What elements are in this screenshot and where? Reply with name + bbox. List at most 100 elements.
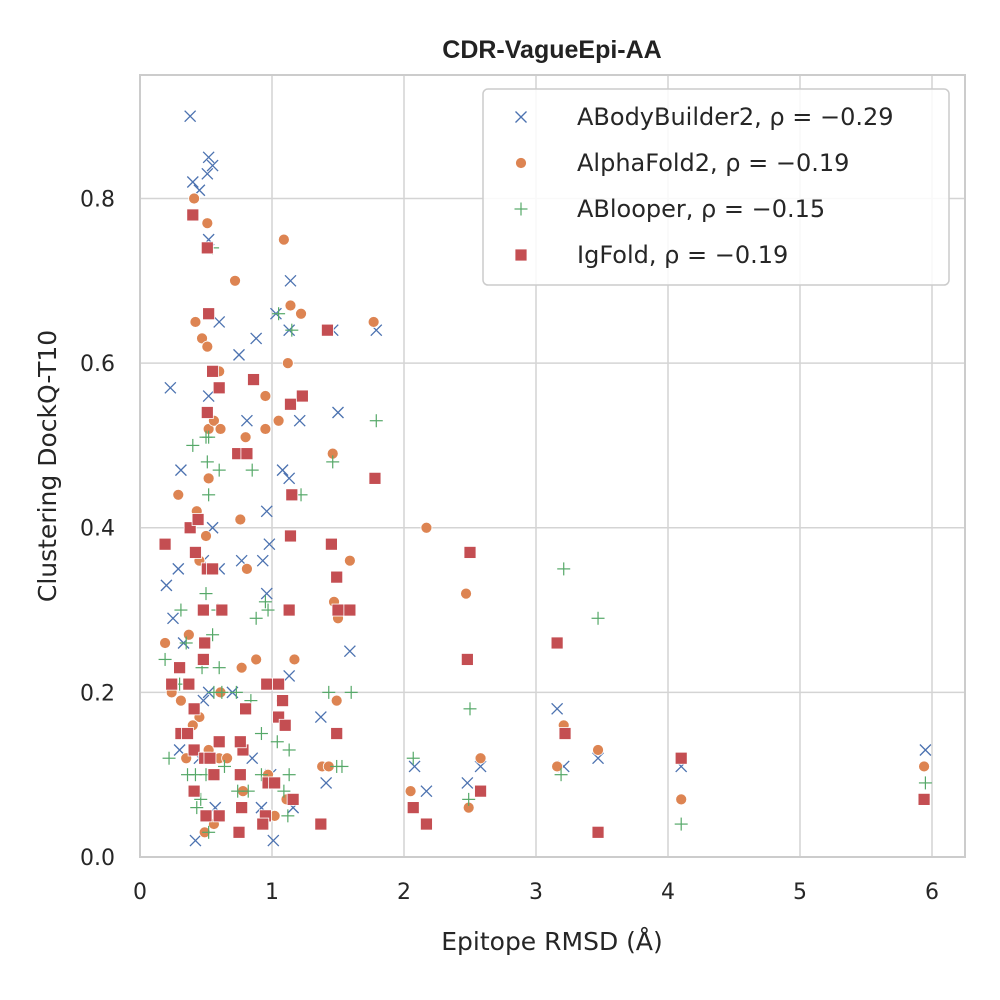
point-ablooper <box>322 685 336 699</box>
series-ablooper <box>158 241 932 839</box>
point-ablooper <box>174 603 188 617</box>
point-alphafold2 <box>259 390 272 402</box>
point-abodybuilder2 <box>174 464 187 477</box>
point-igfold <box>314 817 328 831</box>
y-tick-label: 0.8 <box>80 187 115 212</box>
chart-title: CDR-VagueEpi-AA <box>442 36 661 64</box>
x-tick-label: 5 <box>793 880 807 905</box>
point-abodybuilder2 <box>551 702 564 715</box>
point-abodybuilder2 <box>283 472 296 485</box>
point-igfold <box>200 241 214 255</box>
point-alphafold2 <box>592 744 604 756</box>
point-igfold <box>181 727 194 740</box>
point-igfold <box>203 751 217 765</box>
point-ablooper <box>212 661 226 675</box>
point-igfold <box>272 677 286 691</box>
point-igfold <box>460 653 474 666</box>
point-ablooper <box>202 825 216 839</box>
point-alphafold2 <box>288 653 301 666</box>
point-abodybuilder2 <box>343 645 356 658</box>
point-ablooper <box>285 323 299 337</box>
point-alphafold2 <box>918 760 930 773</box>
point-abodybuilder2 <box>186 176 199 188</box>
point-igfold <box>233 735 247 749</box>
point-igfold <box>200 406 214 419</box>
point-abodybuilder2 <box>256 554 269 567</box>
point-alphafold2 <box>229 274 241 287</box>
point-ablooper <box>281 809 295 823</box>
point-igfold <box>235 801 249 815</box>
point-ablooper <box>554 768 568 782</box>
point-igfold <box>202 307 216 321</box>
point-igfold <box>368 471 382 485</box>
point-ablooper <box>229 685 243 699</box>
point-ablooper <box>249 611 263 625</box>
point-igfold <box>330 570 344 584</box>
point-igfold <box>212 809 226 823</box>
point-ablooper <box>245 463 259 477</box>
point-abodybuilder2 <box>461 776 474 789</box>
point-igfold <box>284 397 297 411</box>
legend-label-abodybuilder2: ABodyBuilder2, ρ = −0.29 <box>577 103 894 131</box>
y-axis-label: Clustering DockQ-T10 <box>33 330 62 602</box>
point-igfold <box>324 537 338 551</box>
tick-labels: 0 1 2 3 4 5 6 0.0 0.2 0.4 0.6 0.8 <box>80 187 939 905</box>
point-ablooper <box>202 430 216 444</box>
legend: ABodyBuilder2, ρ = −0.29 AlphaFold2, ρ =… <box>482 88 950 286</box>
point-igfold <box>239 702 253 716</box>
point-alphafold2 <box>201 340 214 353</box>
point-abodybuilder2 <box>260 587 273 600</box>
point-ablooper <box>241 784 255 798</box>
point-alphafold2 <box>420 521 433 534</box>
point-abodybuilder2 <box>293 414 306 427</box>
point-abodybuilder2 <box>240 414 253 427</box>
point-alphafold2 <box>474 752 487 765</box>
point-ablooper <box>462 792 476 806</box>
point-ablooper <box>270 735 284 749</box>
point-alphafold2 <box>295 307 307 320</box>
legend-marker-abodybuilder2 <box>515 111 527 123</box>
point-abodybuilder2 <box>167 612 179 625</box>
legend-marker-ablooper <box>514 202 528 216</box>
point-abodybuilder2 <box>267 834 280 847</box>
point-ablooper <box>254 727 268 741</box>
point-abodybuilder2 <box>332 406 344 419</box>
point-ablooper <box>272 307 286 321</box>
point-igfold <box>276 694 289 707</box>
point-igfold <box>165 677 179 691</box>
point-igfold <box>343 603 357 617</box>
x-tick-label: 1 <box>265 880 279 905</box>
point-igfold <box>215 603 229 617</box>
point-alphafold2 <box>277 233 290 246</box>
legend-markers <box>514 111 528 262</box>
legend-marker-alphafold2 <box>515 157 527 169</box>
x-tick-label: 6 <box>925 880 939 905</box>
y-tick-label: 0.2 <box>80 681 115 706</box>
point-igfold <box>187 743 201 757</box>
point-alphafold2 <box>159 637 171 649</box>
point-ablooper <box>215 685 229 699</box>
y-tick-label: 0.0 <box>80 846 115 871</box>
series-igfold <box>158 208 931 839</box>
point-alphafold2 <box>221 752 234 765</box>
point-ablooper <box>282 768 296 782</box>
point-igfold <box>182 677 196 691</box>
point-igfold <box>330 727 344 740</box>
point-igfold <box>674 751 688 765</box>
point-igfold <box>187 702 201 716</box>
point-alphafold2 <box>196 332 208 345</box>
point-alphafold2 <box>172 488 185 501</box>
point-igfold <box>406 801 420 815</box>
point-ablooper <box>162 751 176 765</box>
point-igfold <box>463 546 477 559</box>
point-ablooper <box>674 817 688 831</box>
y-tick-label: 0.4 <box>80 517 115 542</box>
point-alphafold2 <box>330 694 343 707</box>
point-ablooper <box>591 611 605 625</box>
x-tick-label: 2 <box>397 880 411 905</box>
point-abodybuilder2 <box>202 151 215 164</box>
point-alphafold2 <box>200 530 212 542</box>
point-igfold <box>550 636 564 650</box>
point-alphafold2 <box>272 414 285 427</box>
